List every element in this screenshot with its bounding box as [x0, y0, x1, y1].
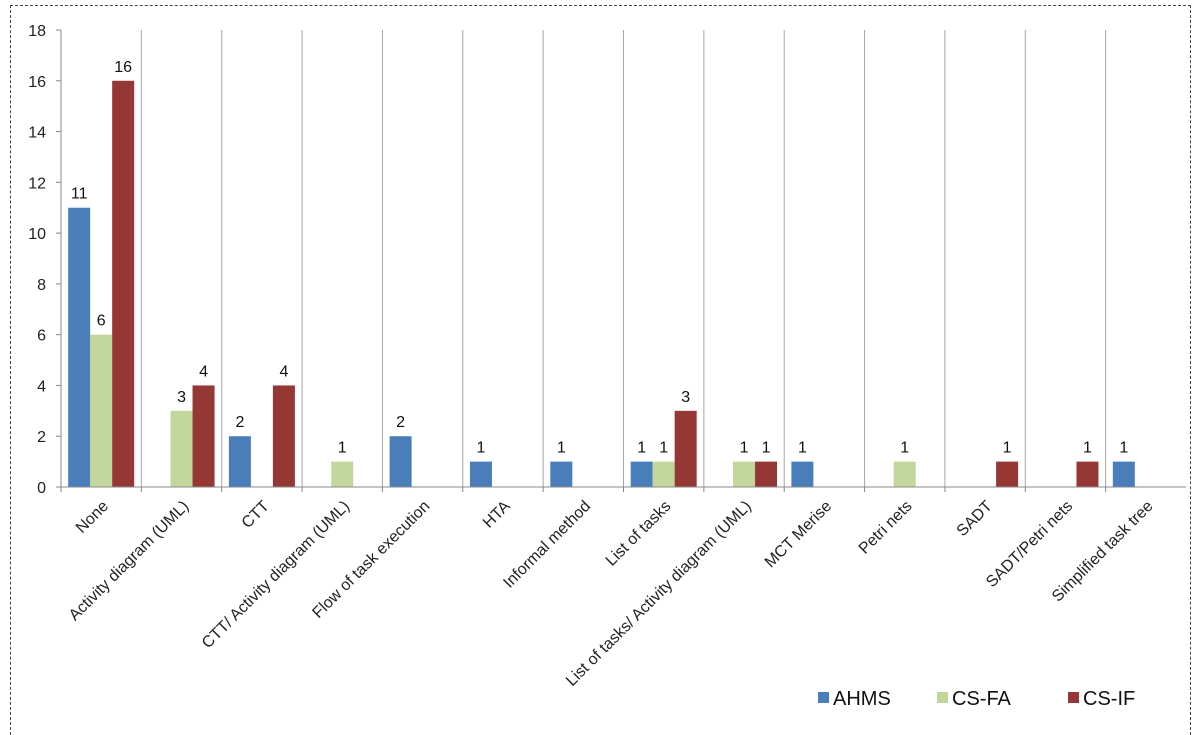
bar-ahms	[228, 436, 251, 487]
bar-cs-fa	[733, 461, 756, 487]
bar-cs-if	[272, 385, 295, 487]
y-tick-label: 18	[28, 23, 46, 40]
y-tick-label: 12	[28, 175, 46, 192]
y-tick-label: 16	[28, 74, 46, 91]
bar-cs-fa	[893, 461, 916, 487]
legend: AHMS CS-FA CS-IF	[818, 688, 1135, 710]
bar-cs-fa	[652, 461, 675, 487]
data-label: 4	[199, 363, 208, 380]
data-label: 1	[1003, 440, 1012, 457]
data-label: 4	[279, 363, 288, 380]
data-label: 1	[798, 440, 807, 457]
x-tick-label: SADT/Petri nets	[983, 498, 1076, 591]
data-label: 3	[177, 389, 186, 406]
data-label: 1	[740, 440, 749, 457]
bar-cs-if	[1076, 461, 1099, 487]
bar-cs-if	[996, 461, 1019, 487]
data-label: 11	[71, 186, 88, 203]
bar-cs-if	[674, 410, 697, 487]
legend-label-cs-if: CS-IF	[1083, 688, 1135, 710]
x-tick-label: SADT	[954, 498, 996, 540]
x-tick-label: Informal method	[500, 498, 594, 592]
data-label: 6	[97, 313, 106, 330]
x-tick-label: Petri nets	[856, 498, 916, 558]
y-tick-label: 4	[37, 378, 46, 395]
bar-cs-if	[112, 80, 135, 488]
bar-cs-fa	[170, 410, 193, 487]
bar-ahms	[550, 461, 573, 487]
legend-swatch-cs-fa	[937, 692, 948, 703]
x-tick-label: MCT Merise	[762, 498, 835, 571]
data-label: 1	[338, 440, 347, 457]
data-label: 1	[1119, 440, 1128, 457]
bar-ahms	[630, 461, 653, 487]
data-label: 2	[235, 414, 244, 431]
bar-cs-fa	[90, 334, 113, 487]
x-tick-label: CTT/ Activity diagram (UML)	[199, 498, 353, 652]
bar-ahms	[1112, 461, 1135, 487]
bars	[68, 80, 1135, 488]
data-label: 2	[396, 414, 405, 431]
bar-ahms	[791, 461, 814, 487]
y-tick-label: 8	[37, 277, 46, 294]
x-tick-label: List of tasks	[603, 498, 675, 570]
x-tick-label: CTT	[239, 498, 273, 532]
data-label: 3	[681, 389, 690, 406]
x-tick-label: HTA	[480, 498, 514, 532]
data-label: 1	[557, 440, 566, 457]
data-label: 1	[659, 440, 668, 457]
gridlines	[140, 30, 1107, 487]
bar-cs-fa	[331, 461, 354, 487]
data-label: 1	[637, 440, 646, 457]
data-label: 1	[1083, 440, 1092, 457]
data-label: 1	[900, 440, 909, 457]
chart-frame	[10, 5, 1191, 735]
data-label: 1	[477, 440, 486, 457]
y-tick-label: 0	[37, 480, 46, 497]
data-label: 1	[762, 440, 771, 457]
data-label: 16	[114, 59, 132, 76]
y-axis: 0 2 4 6 8 10 12 14 16 18	[28, 23, 62, 497]
legend-swatch-ahms	[818, 692, 829, 703]
legend-label-cs-fa: CS-FA	[952, 688, 1012, 710]
y-tick-label: 10	[28, 226, 46, 243]
bar-cs-if	[192, 385, 215, 487]
bar-ahms	[68, 207, 91, 487]
x-tick-label: List of tasks/ Activity diagram (UML)	[563, 498, 755, 690]
y-tick-label: 2	[37, 429, 46, 446]
legend-swatch-cs-if	[1068, 692, 1079, 703]
bar-cs-if	[755, 461, 778, 487]
y-tick-label: 6	[37, 328, 46, 345]
y-tick-label: 14	[28, 125, 46, 142]
bar-ahms	[469, 461, 492, 487]
bar-ahms	[389, 436, 412, 487]
legend-label-ahms: AHMS	[833, 688, 891, 710]
x-tick-label: None	[73, 498, 112, 537]
